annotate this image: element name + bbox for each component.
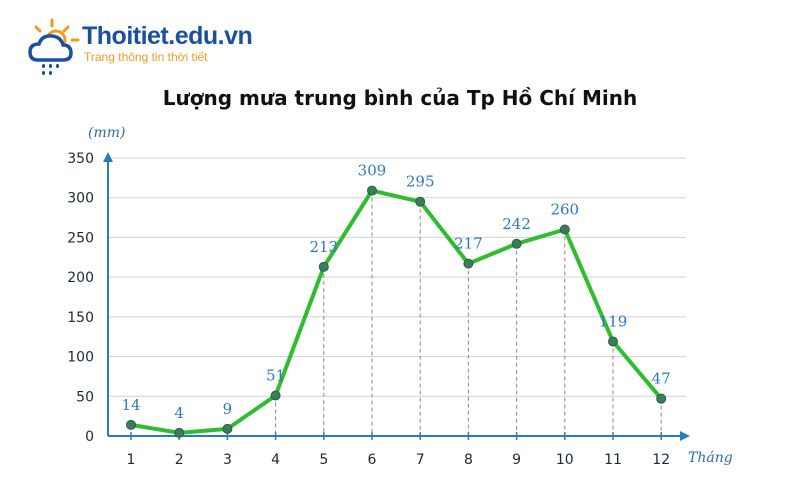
y-axis-arrow <box>103 152 113 162</box>
data-label-12: 47 <box>652 370 671 388</box>
y-tick-label-100: 100 <box>67 350 94 366</box>
data-label-9: 242 <box>502 215 531 233</box>
y-tick-labels: 0 50 100 150 200 250 300 350 <box>67 151 94 445</box>
chart-title: Lượng mưa trung bình của Tp Hồ Chí Minh <box>162 86 638 110</box>
x-tick-label-6: 6 <box>368 452 377 468</box>
x-tick-label-10: 10 <box>556 452 574 468</box>
x-tick-label-7: 7 <box>416 452 425 468</box>
data-point-12 <box>656 393 667 404</box>
data-label-7: 295 <box>406 173 435 191</box>
data-point-10 <box>559 224 570 235</box>
x-axis-label: Tháng <box>688 450 733 466</box>
x-tick-label-11: 11 <box>604 452 622 468</box>
data-point-7 <box>415 196 426 207</box>
x-tick-label-9: 9 <box>512 452 521 468</box>
data-labels: 14 4 9 51 213 309 295 217 242 260 119 47 <box>121 162 670 422</box>
data-point-3 <box>222 423 233 434</box>
x-tick-label-1: 1 <box>127 452 136 468</box>
y-tick-label-200: 200 <box>67 270 94 286</box>
data-points <box>126 185 667 438</box>
data-label-6: 309 <box>358 162 387 180</box>
site-logo[interactable]: Thoitiet.edu.vn Trang thông tin thời tiế… <box>28 18 288 82</box>
data-point-1 <box>126 419 136 430</box>
data-label-5: 213 <box>309 238 338 256</box>
data-point-2 <box>174 427 185 438</box>
data-point-6 <box>367 185 377 196</box>
grid-lines <box>108 157 686 397</box>
y-axis-unit: (mm) <box>88 125 125 141</box>
data-point-8 <box>463 258 474 269</box>
drop-lines <box>130 190 662 436</box>
logo-tagline: Trang thông tin thời tiết <box>84 50 208 64</box>
y-tick-label-300: 300 <box>67 191 94 207</box>
logo-name: Thoitiet.edu.vn <box>82 22 253 50</box>
data-label-4: 51 <box>266 366 285 384</box>
data-label-3: 9 <box>223 400 233 418</box>
data-label-11: 119 <box>599 312 628 330</box>
rainfall-line <box>129 188 664 435</box>
axes <box>103 152 690 441</box>
x-tick-label-4: 4 <box>271 452 280 468</box>
data-point-9 <box>511 238 522 249</box>
data-point-4 <box>270 390 281 401</box>
data-point-5 <box>318 261 329 272</box>
data-label-1: 14 <box>121 396 140 414</box>
data-label-8: 217 <box>454 235 483 253</box>
y-tick-label-150: 150 <box>67 310 94 326</box>
data-point-11 <box>608 336 618 347</box>
x-axis-arrow <box>680 431 690 441</box>
data-label-2: 4 <box>174 404 184 422</box>
x-tick-label-2: 2 <box>175 452 184 468</box>
y-tick-label-250: 250 <box>67 230 94 246</box>
y-tick-label-0: 0 <box>85 429 94 445</box>
series-line <box>129 188 664 435</box>
y-tick-label-350: 350 <box>67 151 94 167</box>
y-tick-label-50: 50 <box>76 389 94 405</box>
x-tick-label-8: 8 <box>464 452 473 468</box>
x-tick-labels: 1 2 3 4 5 6 7 8 9 10 11 12 <box>127 452 671 468</box>
x-tick-label-5: 5 <box>319 452 328 468</box>
x-tick-label-12: 12 <box>652 452 670 468</box>
data-label-10: 260 <box>550 200 579 218</box>
sun-cloud-rain-icon <box>28 18 80 75</box>
x-tick-label-3: 3 <box>223 452 232 468</box>
